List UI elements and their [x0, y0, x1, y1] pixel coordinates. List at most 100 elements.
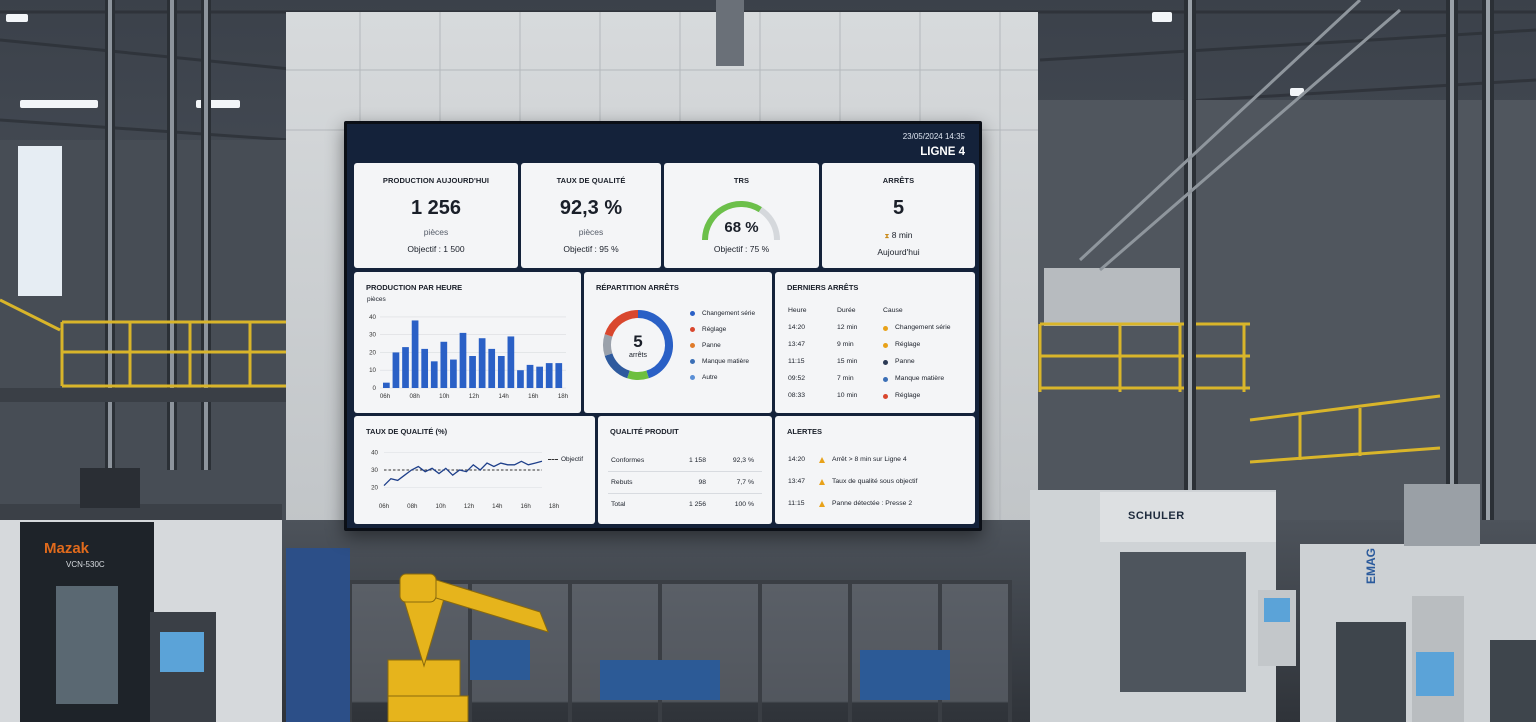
- product-quality-card: QUALITÉ PRODUIT Conformes 1 158 92,3 % Rebu…: [598, 416, 772, 524]
- col-header-duration: Durée: [837, 307, 856, 314]
- x-tick-label: 16h: [528, 393, 539, 400]
- x-tick-label: 18h: [549, 503, 560, 510]
- bar: [450, 359, 457, 388]
- quality-label: Rebuts: [611, 479, 633, 486]
- stop-time: 11:15: [788, 358, 805, 365]
- quality-label: Conformes: [611, 457, 645, 464]
- quality-rate-title: TAUX DE QUALITÉ (%): [366, 427, 448, 436]
- alert-row: 11:15 Panne détectée : Presse 2: [775, 500, 975, 514]
- donut-slice: [627, 370, 649, 380]
- bar: [392, 352, 400, 388]
- bar: [488, 348, 496, 388]
- kpi-trs-objective: Objectif : 75 %: [713, 244, 770, 254]
- donut-center-label: arrêts: [629, 352, 647, 359]
- stop-duration: 9 min: [837, 341, 854, 348]
- x-tick-label: 08h: [410, 393, 421, 400]
- y-tick-label: 20: [369, 349, 376, 356]
- kpi-quality-unit: pièces: [578, 227, 604, 237]
- legend-label: Manque matière: [702, 358, 749, 365]
- alert-row: 13:47 Taux de qualité sous objectif: [775, 478, 975, 492]
- quality-row: Total 1 256 100 %: [598, 501, 772, 515]
- stop-cause-dot: [883, 343, 888, 348]
- x-tick-label: 06h: [380, 393, 391, 400]
- warning-icon: [819, 457, 825, 463]
- bar: [440, 341, 448, 388]
- kpi-trs-title: TRS: [733, 176, 750, 185]
- stop-breakdown-title: RÉPARTITION ARRÊTS: [596, 283, 679, 292]
- quality-count: 1 256: [688, 501, 706, 508]
- kpi-production-objective: Objectif : 1 500: [407, 244, 465, 254]
- kpi-quality-objective: Objectif : 95 %: [563, 244, 619, 254]
- warning-icon: [819, 479, 825, 485]
- quality-row-separator: [608, 471, 762, 472]
- quality-row: Conformes 1 158 92,3 %: [598, 457, 772, 471]
- schuler-brand-label: SCHULER: [1128, 510, 1185, 522]
- header-datetime: 23/05/2024 14:35: [902, 132, 965, 141]
- x-tick-label: 12h: [469, 393, 480, 400]
- quality-label: Total: [611, 501, 626, 508]
- stop-time: 13:47: [788, 341, 806, 348]
- alert-text: Panne détectée : Presse 2: [832, 500, 913, 507]
- quality-row-separator: [608, 493, 762, 494]
- stop-row: 13:47 9 min Réglage: [775, 341, 975, 355]
- quality-row: Rebuts 98 7,7 %: [598, 479, 772, 493]
- kpi-quality-card: TAUX DE QUALITÉ 92,3 % pièces Objectif :…: [521, 163, 661, 268]
- dashed-line-icon: [548, 459, 558, 460]
- donut-center-value: 5: [633, 332, 643, 351]
- legend-label: Changement série: [702, 310, 756, 317]
- x-tick-label: 08h: [407, 503, 418, 510]
- bar: [430, 361, 438, 388]
- kpi-stops-title: ARRÊTS: [882, 176, 915, 185]
- quality-series-line: [383, 460, 543, 487]
- kpi-stops-period: Aujourd'hui: [877, 247, 920, 257]
- donut-slice: [603, 334, 613, 356]
- legend-color-dot: [690, 311, 695, 316]
- bar: [555, 363, 563, 388]
- last-stops-card: DERNIERS ARRÊTS Heure Durée Cause 14:20 1…: [775, 272, 975, 413]
- stop-cause-dot: [883, 360, 888, 365]
- y-tick-label: 30: [369, 332, 376, 339]
- last-stops-title: DERNIERS ARRÊTS: [787, 283, 859, 292]
- stop-time: 09:52: [788, 375, 806, 382]
- x-tick-label: 14h: [492, 503, 503, 510]
- production-dashboard-screen: 23/05/2024 14:35 LIGNE 4 PRODUCTION AUJO…: [344, 121, 982, 531]
- emag-brand-label: EMAG: [1364, 548, 1378, 584]
- kpi-trs-value: 68 %: [724, 219, 759, 236]
- stop-cause-dot: [883, 377, 888, 382]
- stop-cause: Manque matière: [895, 375, 945, 382]
- production-per-hour-card: PRODUCTION PAR HEURE pièces 0 10 20 30 40 06h…: [354, 272, 581, 413]
- header-line-name: LIGNE 4: [920, 146, 965, 158]
- legend-color-dot: [690, 375, 695, 380]
- stop-time: 14:20: [788, 324, 806, 331]
- col-header-cause: Cause: [883, 307, 903, 314]
- kpi-production-card: PRODUCTION AUJOURD'HUI 1 256 pièces Obje…: [354, 163, 518, 268]
- y-tick-label: 30: [371, 467, 378, 474]
- alert-text: Taux de qualité sous objectif: [832, 478, 918, 485]
- bar: [507, 336, 515, 388]
- legend-item: Changement série: [690, 310, 755, 317]
- hourglass-icon: ⧗: [884, 233, 890, 240]
- bar: [421, 348, 429, 388]
- kpi-production-title: PRODUCTION AUJOURD'HUI: [382, 176, 490, 185]
- bar: [469, 356, 476, 388]
- trs-gauge: [702, 201, 780, 241]
- quality-rate-card: TAUX DE QUALITÉ (%) 20 30 40 06h 08h 10h 12h 14…: [354, 416, 595, 524]
- quality-count: 98: [698, 479, 706, 486]
- legend-label: Panne: [702, 342, 721, 349]
- quality-percent: 92,3 %: [732, 457, 754, 464]
- objective-legend: Objectif: [548, 456, 583, 463]
- mazak-brand-label: Mazak: [44, 540, 90, 557]
- bar: [517, 370, 524, 388]
- legend-item: Autre: [690, 374, 718, 381]
- bar: [497, 356, 505, 388]
- x-tick-label: 18h: [558, 393, 569, 400]
- production-per-hour-title: PRODUCTION PAR HEURE: [366, 283, 463, 292]
- stop-row: 11:15 15 min Panne: [775, 358, 975, 372]
- quality-percent: 100 %: [734, 501, 754, 508]
- y-tick-label: 10: [369, 367, 376, 374]
- donut-slice: [604, 353, 630, 379]
- kpi-quality-value: 92,3 %: [559, 197, 623, 219]
- stop-breakdown-donut: [603, 310, 673, 380]
- warning-icon: [819, 501, 825, 507]
- legend-label: Autre: [702, 374, 718, 381]
